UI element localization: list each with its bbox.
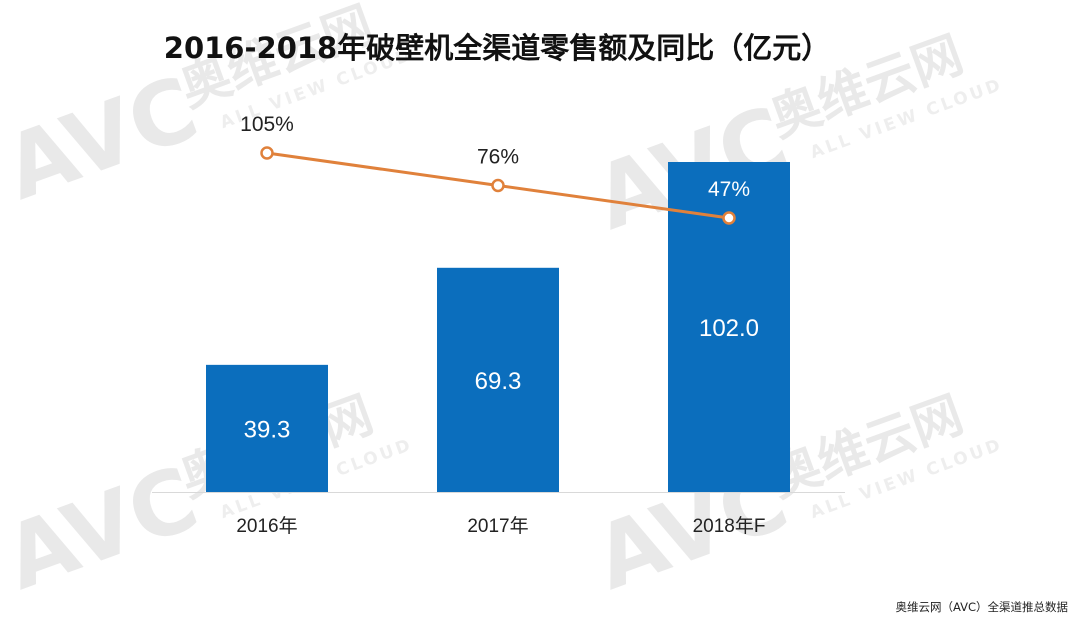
x-tick-label: 2017年 [467,515,528,537]
chart-title: 2016-2018年破壁机全渠道零售额及同比（亿元） [164,31,830,65]
bar-value-label: 69.3 [475,368,522,395]
growth-value-label: 105% [240,113,294,136]
x-tick-label: 2018年F [693,515,766,537]
growth-value-label: 47% [708,178,750,201]
growth-point [260,146,274,160]
growth-line-series: 105% 76% 47% [240,113,750,225]
x-axis-ticks: 2016年 2017年 2018年F [236,515,765,537]
x-tick-label: 2016年 [236,515,297,537]
bar-value-label: 39.3 [244,416,291,443]
growth-point [722,211,736,225]
bar-series: 39.3 69.3 102.0 [206,162,790,492]
growth-point [491,178,505,193]
bar [206,364,328,492]
source-note: 奥维云网（AVC）全渠道推总数据 [895,600,1068,614]
bar [437,267,559,492]
growth-value-label: 76% [477,146,519,169]
bar-value-label: 102.0 [699,315,759,342]
